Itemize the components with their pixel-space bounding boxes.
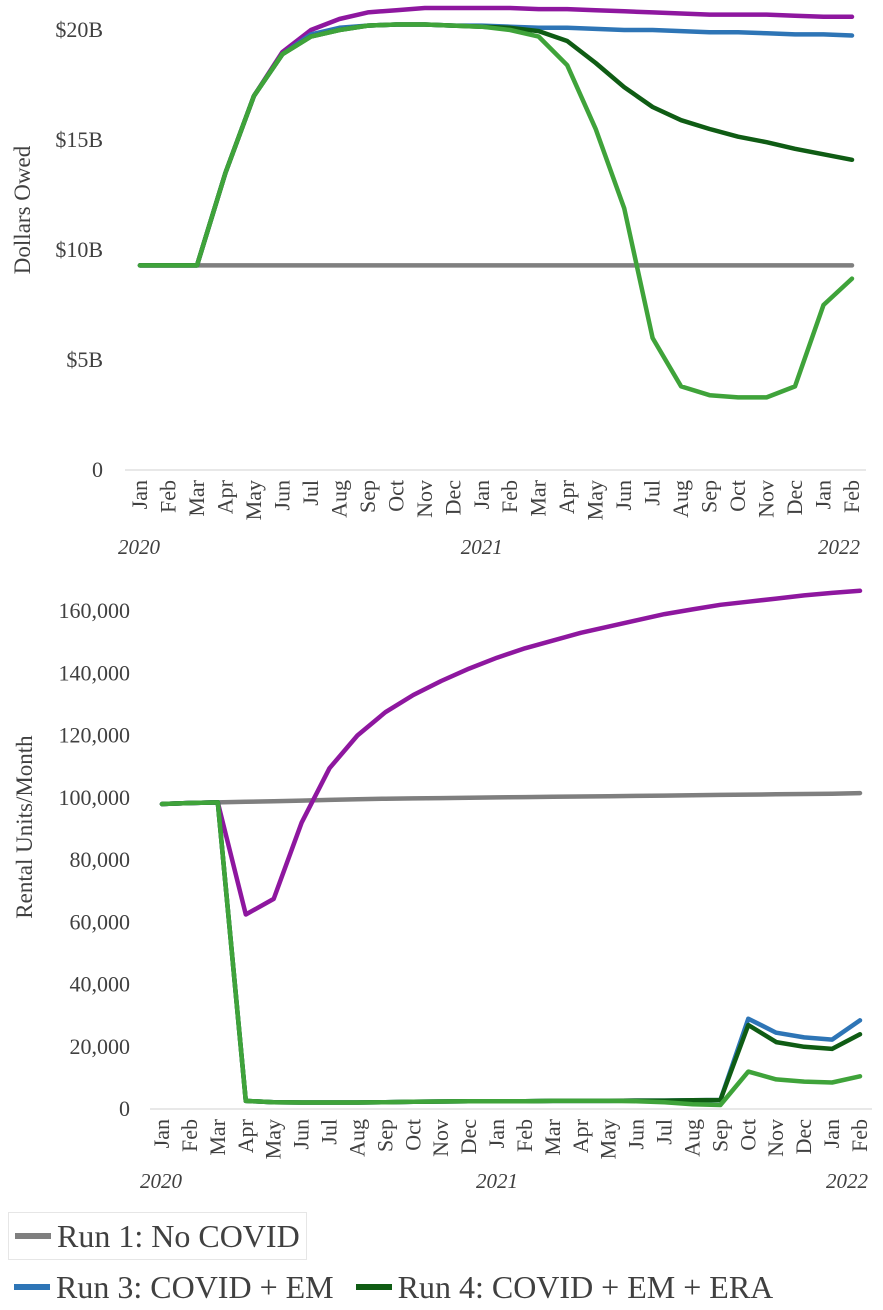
- x-tick-label: Sep: [355, 480, 380, 513]
- x-tick-label: Mar: [526, 479, 551, 516]
- x-tick-label: Apr: [554, 479, 579, 514]
- x-tick-label: Mar: [540, 1118, 565, 1155]
- x-tick-label: Dec: [456, 1119, 481, 1155]
- y-axis-title: Rental Units/Month: [12, 735, 37, 919]
- x-tick-label: Jun: [269, 480, 294, 511]
- year-label: 2022: [818, 535, 861, 559]
- x-tick-label: Nov: [412, 480, 437, 518]
- x-tick-label: Oct: [735, 1119, 760, 1151]
- x-tick-label: May: [596, 1119, 621, 1159]
- series-line-run2: [159, 588, 863, 917]
- x-tick-label: Sep: [697, 480, 722, 513]
- legend-item-run1: Run 1: No COVID: [15, 1218, 300, 1255]
- x-tick-label: Jan: [819, 1119, 844, 1148]
- x-tick-label: Feb: [177, 1119, 202, 1152]
- y-tick-label: 20,000: [70, 1034, 131, 1059]
- x-tick-label: May: [583, 480, 608, 520]
- x-tick-label: Aug: [679, 1119, 704, 1157]
- y-tick-label: 160,000: [59, 598, 131, 623]
- x-tick-label: Dec: [440, 480, 465, 516]
- y-tick-label: $15B: [55, 127, 103, 152]
- x-tick-label: Oct: [383, 480, 408, 512]
- x-tick-label: Feb: [497, 480, 522, 513]
- series-line-run3: [159, 800, 863, 1105]
- x-tick-label: Oct: [725, 480, 750, 512]
- series-line-run1: [159, 790, 863, 807]
- legend-label-run3: Run 3: COVID + EM: [56, 1268, 334, 1305]
- year-label: 2020: [140, 1169, 183, 1193]
- legend-row-1: Run 1: No COVID: [8, 1212, 307, 1260]
- x-tick-label: Jul: [298, 480, 323, 506]
- x-tick-label: Jun: [289, 1119, 314, 1150]
- series-line-run5: [137, 22, 855, 400]
- x-tick-label: Aug: [344, 1119, 369, 1157]
- y-tick-label: $10B: [55, 237, 103, 262]
- y-tick-label: 80,000: [70, 847, 131, 872]
- y-axis-title: Dollars Owed: [10, 145, 35, 274]
- x-tick-label: Mar: [205, 1118, 230, 1155]
- x-tick-label: Sep: [372, 1119, 397, 1152]
- year-label: 2021: [461, 535, 503, 559]
- x-tick-label: Jun: [611, 480, 636, 511]
- x-tick-label: Jan: [149, 1119, 174, 1148]
- x-tick-label: Feb: [839, 480, 864, 513]
- x-tick-label: Jul: [317, 1119, 342, 1145]
- x-tick-label: Jun: [624, 1119, 649, 1150]
- x-tick-label: May: [241, 480, 266, 520]
- x-tick-label: Jan: [127, 480, 152, 509]
- x-tick-label: Apr: [568, 1118, 593, 1153]
- rental-units-chart: 0 20,000 40,000 60,000 80,000 100,000 120,000 1…: [12, 588, 872, 1193]
- series-line-run4: [159, 800, 863, 1105]
- series-line-run3: [137, 22, 855, 268]
- x-tick-label: Nov: [428, 1119, 453, 1157]
- legend-swatch-run3: [14, 1284, 50, 1290]
- legend-label-run1: Run 1: No COVID: [57, 1217, 300, 1254]
- legend-row-2: Run 3: COVID + EM Run 4: COVID + EM + ER…: [8, 1264, 780, 1310]
- x-tick-label: Feb: [512, 1119, 537, 1152]
- y-tick-label: 40,000: [70, 972, 131, 997]
- y-tick-label: 100,000: [59, 785, 131, 810]
- x-tick-label: Aug: [326, 480, 351, 518]
- x-tick-label: Aug: [668, 480, 693, 518]
- y-tick-label: 140,000: [59, 660, 131, 685]
- x-tick-label: Feb: [847, 1119, 872, 1152]
- y-tick-label: $5B: [66, 347, 103, 372]
- year-label: 2021: [476, 1169, 518, 1193]
- x-tick-label: Mar: [184, 479, 209, 516]
- series-line-run4: [137, 22, 855, 268]
- year-label: 2020: [118, 535, 161, 559]
- y-tick-label: $20B: [55, 17, 103, 42]
- x-tick-label: Dec: [791, 1119, 816, 1155]
- x-tick-label: Nov: [763, 1119, 788, 1157]
- x-tick-label: May: [261, 1119, 286, 1159]
- legend-swatch-run1: [15, 1233, 51, 1239]
- legend-label-run4: Run 4: COVID + EM + ERA: [397, 1268, 774, 1305]
- y-tick-label: 120,000: [59, 723, 131, 748]
- x-tick-label: Sep: [707, 1119, 732, 1152]
- y-tick-label: 0: [119, 1096, 130, 1121]
- y-tick-label: 60,000: [70, 909, 131, 934]
- x-tick-label: Feb: [155, 480, 180, 513]
- x-tick-label: Jul: [640, 480, 665, 506]
- series-line-run5: [159, 800, 863, 1108]
- x-tick-label: Jan: [469, 480, 494, 509]
- x-tick-label: Apr: [212, 479, 237, 514]
- x-tick-label: Apr: [233, 1118, 258, 1153]
- legend-item-run4: Run 4: COVID + EM + ERA: [355, 1268, 774, 1306]
- x-tick-label: Jan: [811, 480, 836, 509]
- x-tick-label: Nov: [754, 480, 779, 518]
- x-tick-label: Jan: [484, 1119, 509, 1148]
- x-tick-label: Dec: [782, 480, 807, 516]
- x-tick-label: Jul: [652, 1119, 677, 1145]
- legend-swatch-run4: [355, 1284, 392, 1290]
- legend-item-run3: Run 3: COVID + EM: [14, 1269, 334, 1306]
- x-tick-label: Oct: [400, 1119, 425, 1151]
- year-label: 2022: [826, 1169, 869, 1193]
- y-tick-label: 0: [92, 457, 103, 482]
